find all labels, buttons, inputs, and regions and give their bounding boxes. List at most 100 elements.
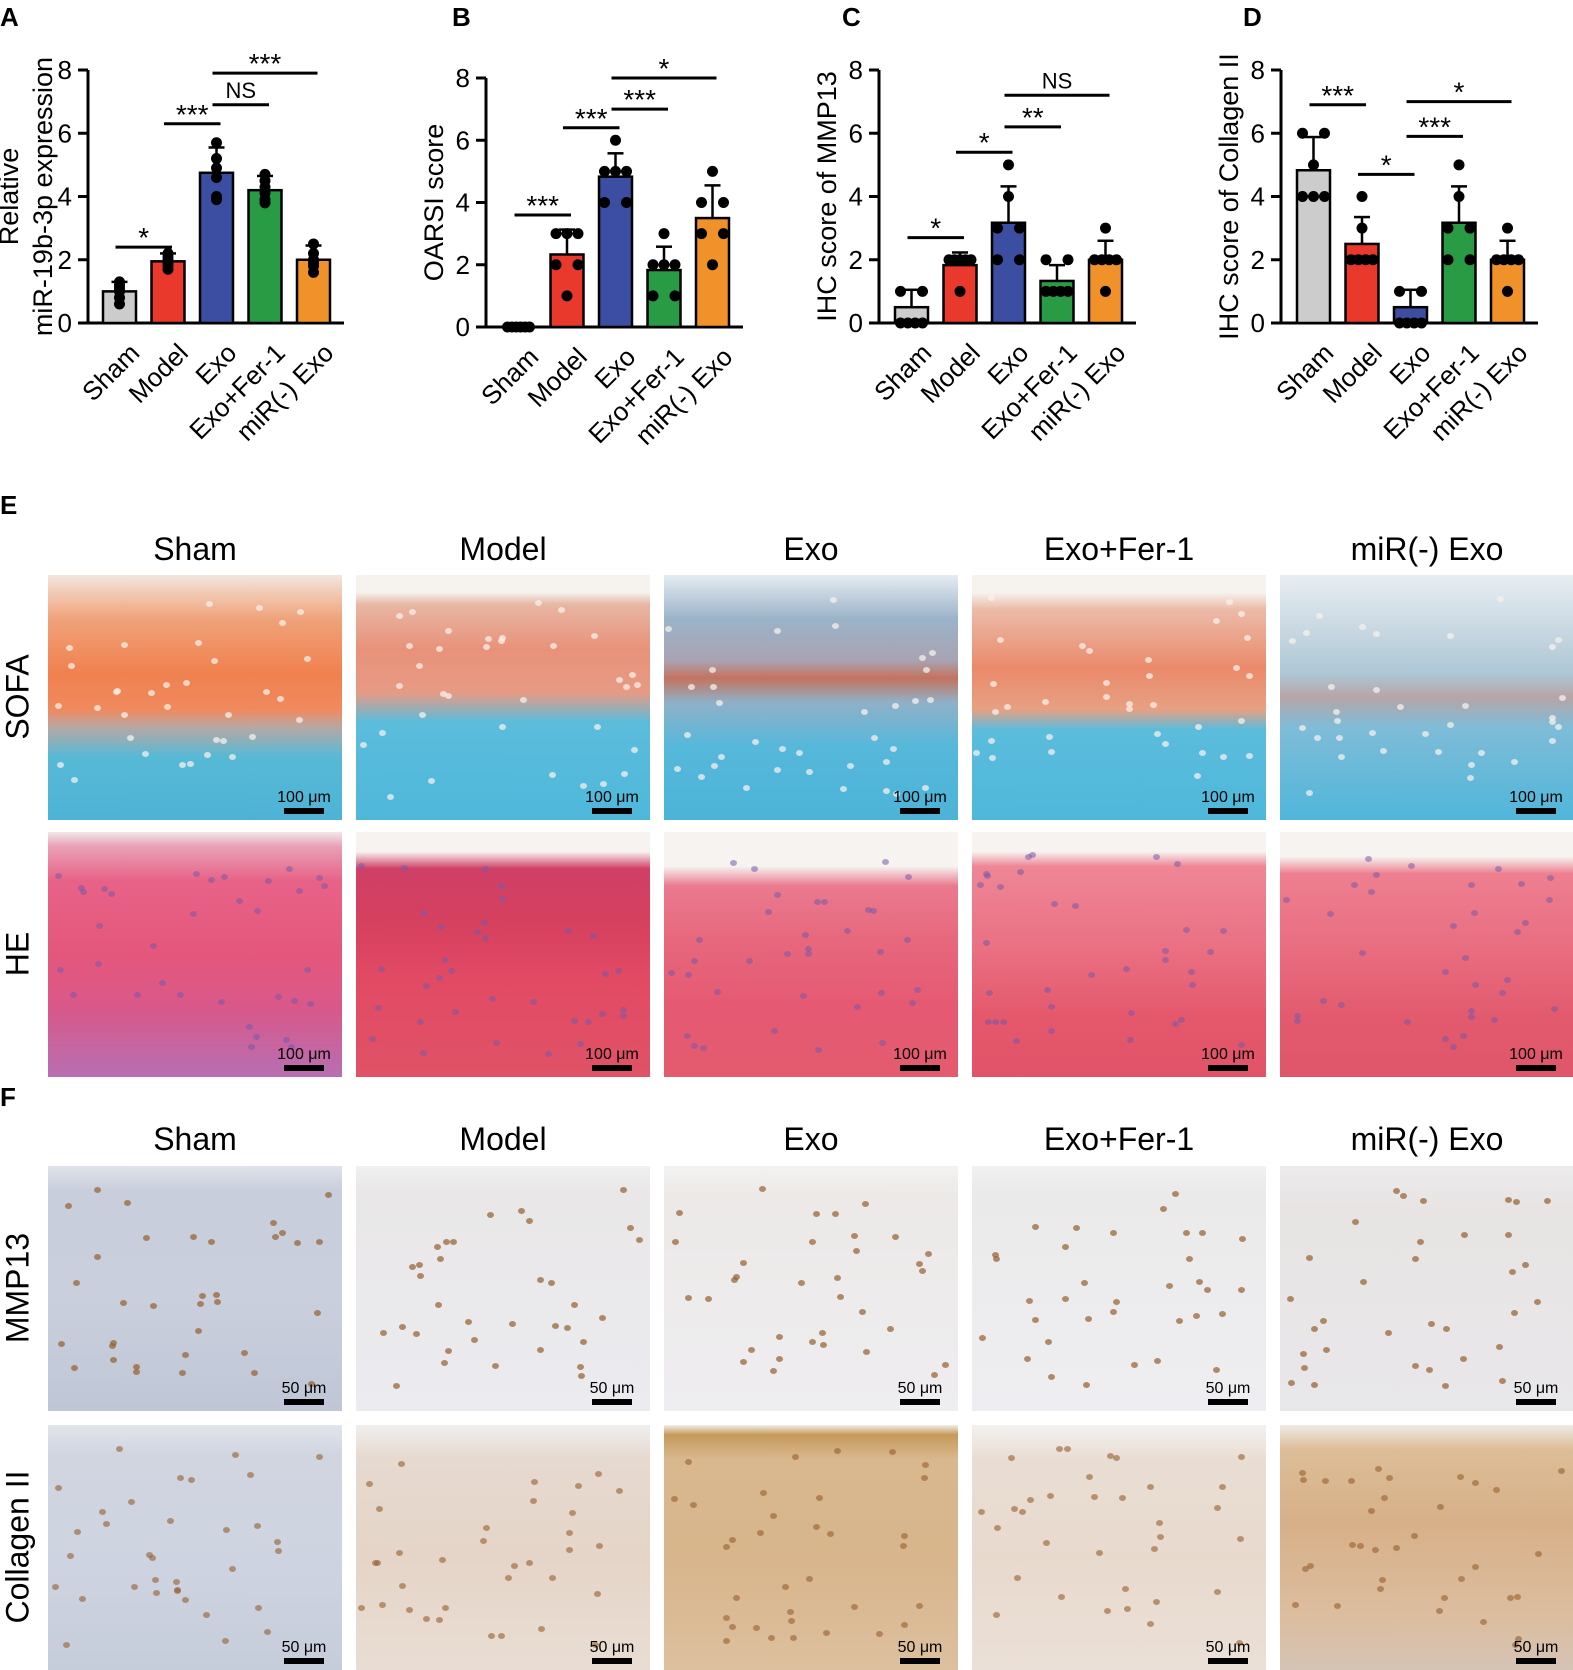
cell-speck <box>193 871 200 877</box>
cell-speck <box>485 636 492 642</box>
cell-speck <box>759 1186 766 1192</box>
column-label: Sham <box>153 1121 237 1157</box>
significance-label: * <box>659 53 670 84</box>
scale-bar-label: 100 μm <box>1509 1046 1563 1063</box>
cell-speck <box>128 1499 135 1505</box>
cell-speck <box>1380 748 1387 754</box>
data-point <box>211 153 222 165</box>
cell-speck <box>448 968 455 974</box>
cell-speck <box>1472 1480 1479 1486</box>
cell-speck <box>1166 1283 1173 1289</box>
cell-speck <box>979 1335 986 1341</box>
scale-bar: 50 μm <box>890 1380 950 1405</box>
cell-speck <box>1062 1244 1069 1250</box>
cell-speck <box>1441 1595 1448 1601</box>
data-point <box>647 290 659 302</box>
cell-speck <box>63 1642 70 1648</box>
cell-speck <box>164 704 171 710</box>
micrograph-tile: 50 μm <box>48 1166 342 1411</box>
micrograph-tile: 100 μm <box>356 832 650 1077</box>
cell-speck <box>423 1616 430 1622</box>
cell-speck <box>1300 1351 1307 1357</box>
cell-speck <box>1522 920 1529 926</box>
cell-speck <box>221 874 228 880</box>
cell-speck <box>751 866 758 872</box>
cell-speck <box>1450 1044 1457 1050</box>
cell-speck <box>1017 869 1024 875</box>
cell-speck <box>1126 701 1133 707</box>
data-point <box>561 290 573 302</box>
cell-speck <box>765 909 772 915</box>
micrograph-tile: 50 μm <box>1280 1425 1573 1670</box>
cell-speck <box>79 1596 86 1602</box>
cell-speck <box>264 1629 271 1635</box>
cell-speck <box>871 735 878 741</box>
cell-speck <box>316 1454 323 1460</box>
y-axis-label: IHC score of MMP13 <box>812 71 842 322</box>
panel-letter-f: F <box>0 1082 16 1112</box>
scale-bar-line <box>284 808 324 814</box>
cell-speck <box>1535 1551 1542 1557</box>
cell-speck <box>1460 1033 1467 1039</box>
cell-speck <box>1338 1002 1345 1008</box>
cell-speck <box>58 1341 65 1347</box>
cell-speck <box>861 709 868 715</box>
cell-speck <box>143 1235 150 1241</box>
cell-speck <box>1549 738 1556 744</box>
cell-speck <box>103 1521 110 1527</box>
cell-speck <box>1472 1564 1479 1570</box>
cell-speck <box>800 993 807 999</box>
cell-speck <box>251 1370 258 1376</box>
cell-speck <box>379 1602 386 1608</box>
cell-speck <box>620 1013 627 1019</box>
cell-speck <box>195 1328 202 1334</box>
scale-bar-line <box>900 1399 940 1405</box>
data-point <box>1513 254 1524 266</box>
cell-speck <box>417 1273 424 1279</box>
scale-bar: 100 μm <box>582 1046 642 1071</box>
micrograph-tile: 50 μm <box>972 1425 1266 1670</box>
cell-speck <box>820 1342 827 1348</box>
cell-speck <box>821 899 828 905</box>
scale-bar-line <box>1516 1065 1556 1071</box>
cell-speck <box>1008 1455 1015 1461</box>
cell-speck <box>253 1034 260 1040</box>
micrograph-tile: 100 μm <box>972 832 1266 1077</box>
data-point <box>954 285 966 297</box>
cell-speck <box>1375 1466 1382 1472</box>
cell-speck <box>68 663 75 669</box>
scale-bar: 50 μm <box>1506 1639 1566 1664</box>
scale-bar-line <box>900 1658 940 1664</box>
cell-speck <box>1119 1495 1126 1501</box>
cell-speck <box>1032 1224 1039 1230</box>
cell-speck <box>1385 1330 1392 1336</box>
cell-speck <box>358 863 365 869</box>
cell-speck <box>674 766 681 772</box>
micrograph-tile: 50 μm <box>972 1166 1266 1411</box>
cell-speck <box>437 1256 444 1262</box>
cell-speck <box>1323 1347 1330 1353</box>
cell-speck <box>591 633 598 639</box>
scale-bar-line <box>1208 1065 1248 1071</box>
cell-speck <box>197 1301 204 1307</box>
cell-speck <box>94 705 101 711</box>
y-tick-label: 0 <box>1251 308 1265 338</box>
cell-speck <box>95 961 102 967</box>
cell-speck <box>585 1019 592 1025</box>
data-point <box>707 259 718 271</box>
scale-bar: 100 μm <box>890 1046 950 1071</box>
cell-speck <box>428 778 435 784</box>
cell-speck <box>854 1004 861 1010</box>
cell-speck <box>1128 1010 1135 1016</box>
cell-speck <box>121 642 128 648</box>
cell-speck <box>805 951 812 957</box>
cell-speck <box>1511 759 1518 765</box>
cell-speck <box>685 972 692 978</box>
scale-bar-line <box>592 1399 632 1405</box>
cell-speck <box>223 1527 230 1533</box>
scale-bar: 50 μm <box>582 1380 642 1405</box>
cell-speck <box>369 1036 376 1042</box>
scale-bar-label: 50 μm <box>281 1380 327 1397</box>
cell-speck <box>493 1040 500 1046</box>
cell-speck <box>571 1018 578 1024</box>
